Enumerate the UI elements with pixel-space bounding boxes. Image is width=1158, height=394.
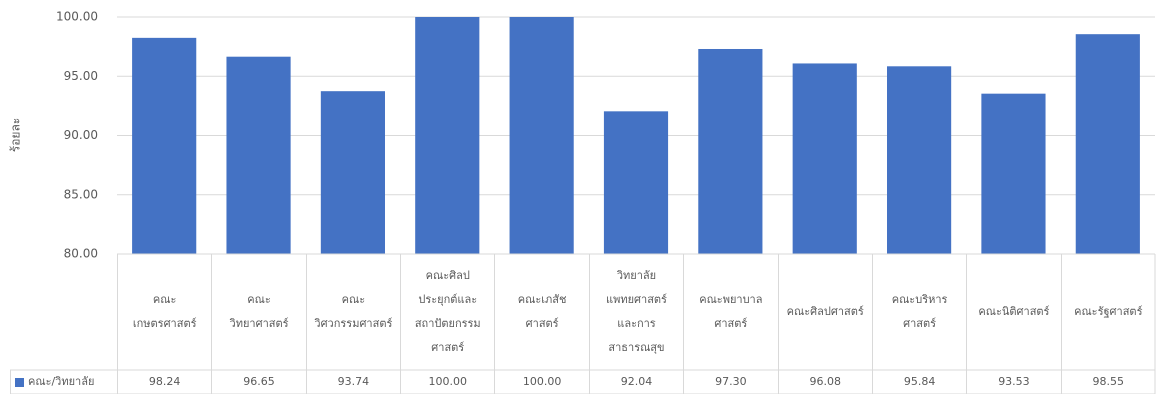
x-tick-label: คณะบริหาร ศาสตร์: [871, 254, 966, 370]
value-label: 98.55: [1060, 370, 1155, 394]
y-tick-label: 100.00: [56, 10, 98, 24]
legend-swatch: [15, 377, 24, 387]
value-label: 100.00: [494, 370, 588, 394]
x-tick-label: คณะ วิศวกรรมศาสตร์: [305, 254, 400, 370]
value-label: 93.74: [305, 370, 400, 394]
bar: [698, 48, 763, 255]
legend-label: คณะ/วิทยาลัย: [10, 370, 117, 394]
y-tick-label: 80.00: [64, 247, 98, 261]
x-tick-label: คณะ เกษตรศาสตร์: [117, 254, 211, 370]
value-label: 93.53: [966, 370, 1060, 394]
y-tick-label: 95.00: [64, 69, 98, 83]
bar: [792, 63, 857, 255]
x-tick-label: คณะศิลป ประยุกต์และ สถาปัตยกรรม ศาสตร์: [400, 254, 494, 370]
x-tick-label: คณะพยาบาล ศาสตร์: [683, 254, 777, 370]
value-label: 97.30: [683, 370, 777, 394]
bar: [981, 93, 1046, 255]
bar: [1075, 34, 1140, 255]
bar: [509, 17, 574, 254]
value-label: 92.04: [588, 370, 683, 394]
legend-text: คณะ/วิทยาลัย: [28, 375, 95, 388]
x-tick-label: คณะนิติศาสตร์: [966, 254, 1060, 370]
value-label: 96.08: [777, 370, 872, 394]
value-label: 96.65: [211, 370, 305, 394]
bar: [603, 111, 669, 255]
value-label: 95.84: [871, 370, 966, 394]
y-tick-label: 85.00: [64, 187, 98, 201]
y-axis-label: ร้อยละ: [9, 118, 23, 152]
x-tick-label: คณะ วิทยาศาสตร์: [211, 254, 305, 370]
x-tick-label: คณะเภสัช ศาสตร์: [494, 254, 588, 370]
y-tick-label: 90.00: [64, 128, 98, 142]
x-tick-label: วิทยาลัย แพทยศาสตร์ และการ สาธารณสุข: [588, 254, 683, 370]
bar: [887, 66, 952, 255]
bar: [132, 37, 197, 254]
value-label: 100.00: [400, 370, 494, 394]
value-label: 98.24: [117, 370, 211, 394]
x-tick-label: คณะศิลปศาสตร์: [777, 254, 872, 370]
bar: [320, 91, 385, 254]
bar: [415, 17, 480, 254]
bar: [226, 56, 291, 255]
x-tick-label: คณะรัฐศาสตร์: [1060, 254, 1155, 370]
